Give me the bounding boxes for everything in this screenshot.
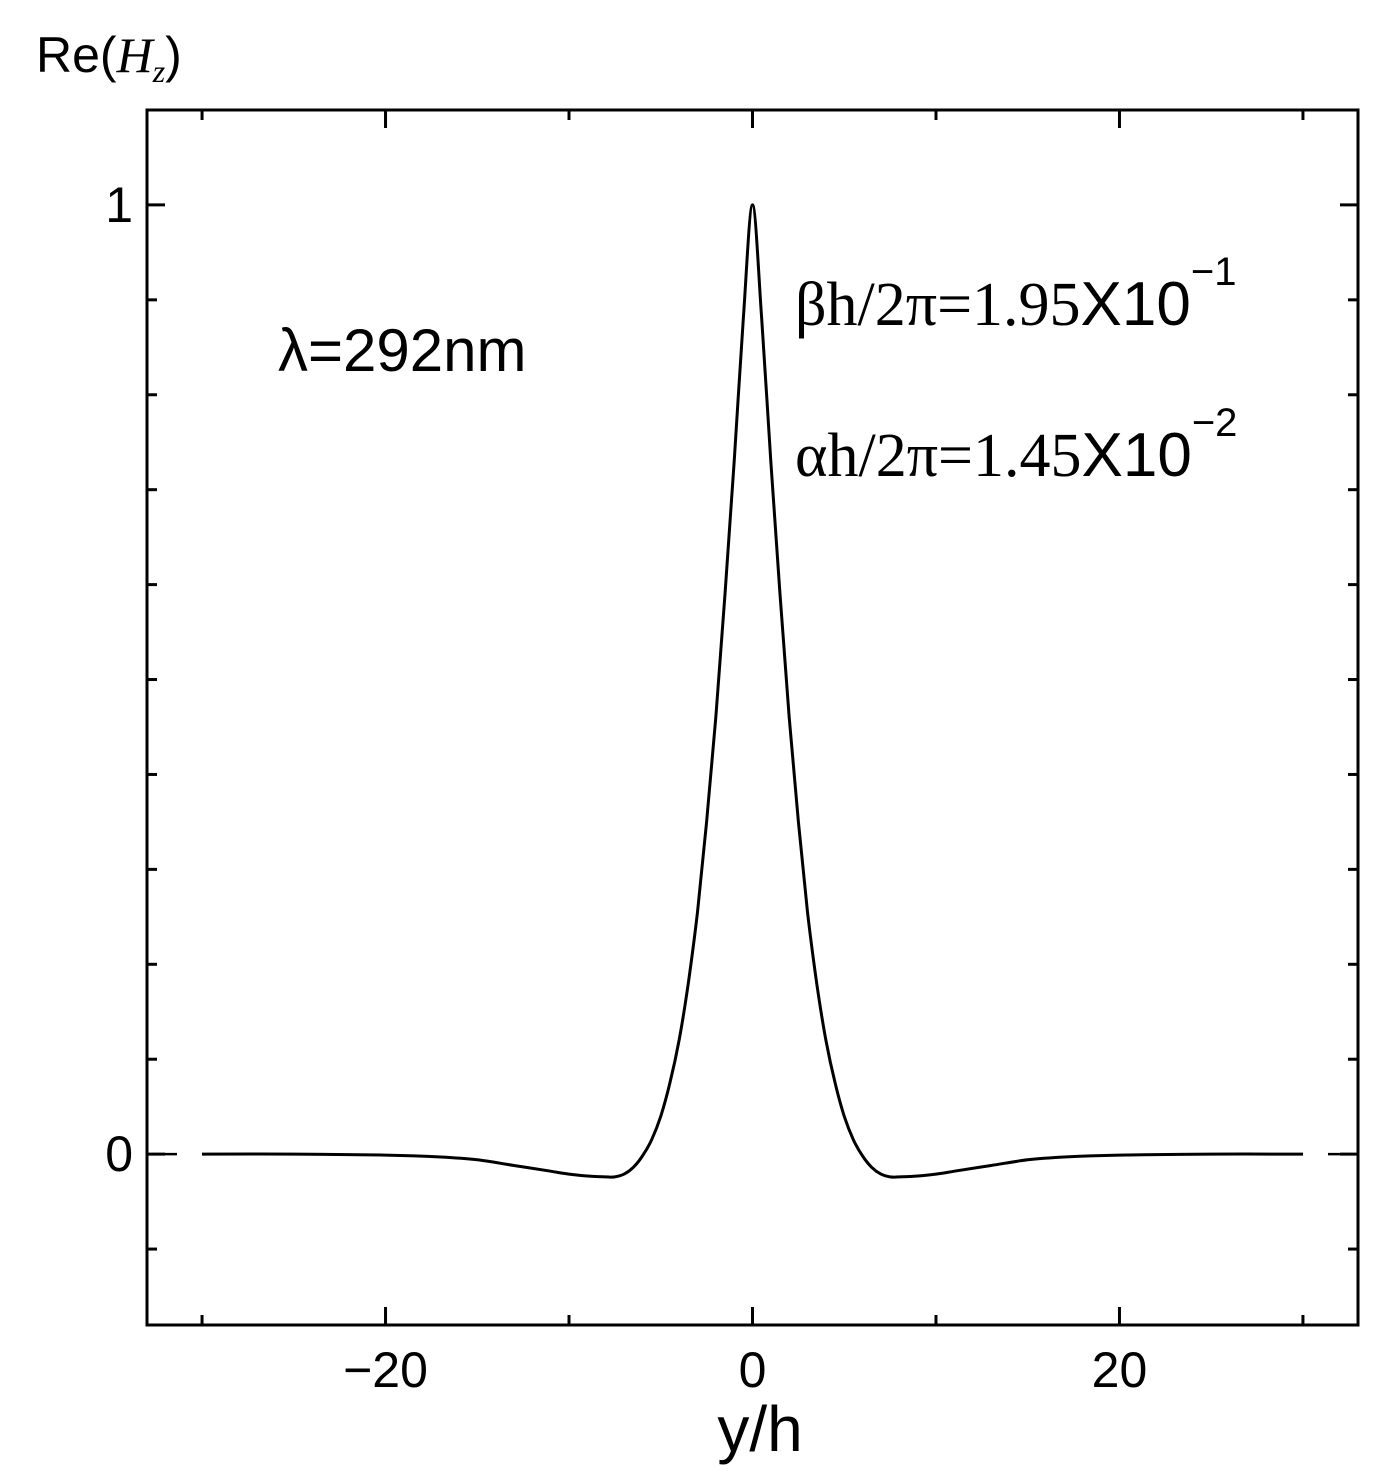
x-tick-label: −20: [343, 1342, 428, 1398]
y-axis-label: Re(Hz): [36, 27, 182, 89]
y-tick-label: 0: [105, 1126, 133, 1182]
y-tick-label: 1: [105, 177, 133, 233]
tick-labels: −20 0 20 0 1: [105, 177, 1147, 1398]
alpha-annotation: αh/2π=1.45X10−2: [795, 401, 1237, 490]
wavelength-annotation: λ=292nm: [278, 317, 527, 384]
axis-ticks: [147, 110, 1358, 1325]
x-tick-label: 0: [739, 1342, 767, 1398]
beta-annotation: βh/2π=1.95X10−1: [795, 250, 1236, 339]
x-tick-label: 20: [1092, 1342, 1148, 1398]
x-axis-label: y/h: [717, 1393, 802, 1465]
series-line: [201, 203, 1304, 1179]
